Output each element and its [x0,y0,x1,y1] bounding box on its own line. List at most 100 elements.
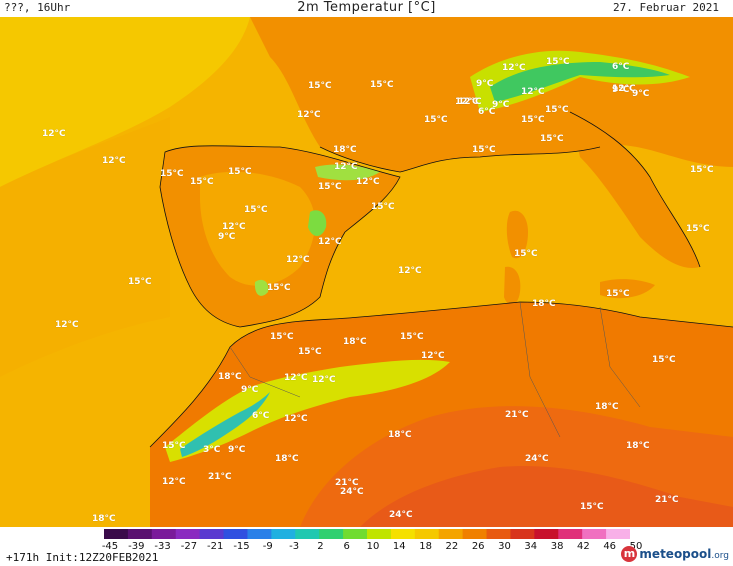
colorbar-tick-label: 14 [392,541,406,552]
temperature-label: 15°C [546,57,570,67]
temperature-label: 15°C [606,289,630,299]
temperature-label: 12°C [502,63,526,73]
colorbar-tick-label: 22 [445,541,459,552]
coastline-iberia [159,145,401,328]
temperature-label: 21°C [655,495,679,505]
temperature-label: 9°C [218,232,236,242]
temperature-label: 15°C [244,205,268,215]
temperature-label: 12°C [356,177,380,187]
temperature-label: 6°C [478,107,496,117]
colorbar-swatch [223,529,248,539]
temperature-label: 18°C [595,402,619,412]
colorbar-swatch [390,529,416,539]
temperature-label: 12°C [284,373,308,383]
border-lines [229,301,641,438]
alps-cool-band [470,50,690,112]
land-corsica [506,210,528,259]
alps-snow-band [490,62,670,102]
meteopool-logo-text: meteopool.org [639,547,729,561]
temperature-label: 9°C [492,100,510,110]
temperature-label: 15°C [298,347,322,357]
land-sardinia [504,266,521,305]
temperature-label: 15°C [424,115,448,125]
meteopool-logo-icon: m [621,546,638,562]
colorbar-swatch [247,529,272,539]
colorbar-swatch [582,529,607,539]
temperature-label: 18°C [92,514,116,524]
temperature-label: 18°C [333,145,357,155]
colorbar-tick-label: -27 [180,541,198,552]
colorbar-swatch [558,529,583,539]
colorbar-tick-label: 26 [471,541,485,552]
temperature-label: 18°C [343,337,367,347]
temperature-label: 15°C [580,502,604,512]
temperature-label: 15°C [270,332,294,342]
colorbar-tick-label: 6 [343,541,350,552]
sierra-cool-spot-2 [315,164,380,181]
temperature-label: 15°C [128,277,152,287]
temperature-label: 15°C [267,283,291,293]
sierra-cool-spot-1 [308,210,327,236]
temperature-label: 18°C [218,372,242,382]
temperature-label: 12°C [222,222,246,232]
colorbar-tick-label: 2 [317,541,324,552]
colorbar-ticks: -45 -39 -33 -27 -21 -15 -9 -3 2 6 10 14 18 22 26 30 34 38… [96,541,656,553]
sierra-cool-spot-3 [254,279,269,296]
sahara-hottest-zone [360,466,733,527]
temperature-label: 12°C [42,129,66,139]
colorbar-swatch [295,529,320,539]
temperature-label: 21°C [208,472,232,482]
colorbar-swatch [438,529,464,539]
temperature-label: 12°C [297,110,321,120]
temperature-label: 12°C [421,351,445,361]
temperature-map [0,17,733,527]
colorbar-swatch [343,529,368,539]
colorbar-tick-label: 10 [366,541,380,552]
temperature-label: 9°C [632,89,650,99]
temperature-label: 12°C [521,87,545,97]
colorbar-swatch [486,529,511,539]
temperature-label: 12°C [284,414,308,424]
temperature-label: 18°C [275,454,299,464]
temperature-label: 24°C [525,454,549,464]
colorbar-tick-label: 18 [419,541,432,552]
logo-name: meteopool [639,547,712,561]
temperature-label: 15°C [686,224,710,234]
atlas-snow-zone [180,392,270,457]
temperature-label: 12°C [286,255,310,265]
colorbar-tick-label: 34 [524,541,538,552]
temperature-label: 24°C [340,487,364,497]
temperature-label: 15°C [514,249,538,259]
temperature-label: 9°C [241,385,259,395]
temperature-label: 15°C [400,332,424,342]
temperature-label: 12°C [334,162,358,172]
temperature-label: 15°C [545,105,569,115]
header-run-time: ???, 16Uhr [4,1,71,14]
colorbar-tick-label: -21 [207,541,224,552]
meteopool-logo[interactable]: m meteopool.org [621,545,729,563]
colorbar-tick-label: -39 [128,541,145,552]
temperature-label: 24°C [389,510,413,520]
temperature-label: 15°C [371,202,395,212]
colorbar-tick-label: 42 [577,541,590,552]
temperature-label: 15°C [370,80,394,90]
temperature-label: 15°C [160,169,184,179]
temperature-label: 9°C [476,79,494,89]
temperature-label: 6°C [612,62,630,72]
coastline-france [319,146,601,173]
temperature-label: 15°C [521,115,545,125]
colorbar [104,529,630,539]
colorbar-tick-label: 46 [603,541,617,552]
temperature-label: 15°C [652,355,676,365]
colorbar-swatch [104,529,129,539]
colorbar-swatch [510,529,535,539]
colorbar-swatch [271,529,296,539]
colorbar-swatch [199,529,225,539]
temperature-label: 15°C [228,167,252,177]
colorbar-tick-label: -3 [289,541,300,552]
atlantic-cool-zone [0,17,250,187]
temperature-label: 15°C [162,441,186,451]
iberia-cool-plateau [200,171,315,286]
land-sicily [600,279,655,299]
colorbar-swatch [462,529,488,539]
